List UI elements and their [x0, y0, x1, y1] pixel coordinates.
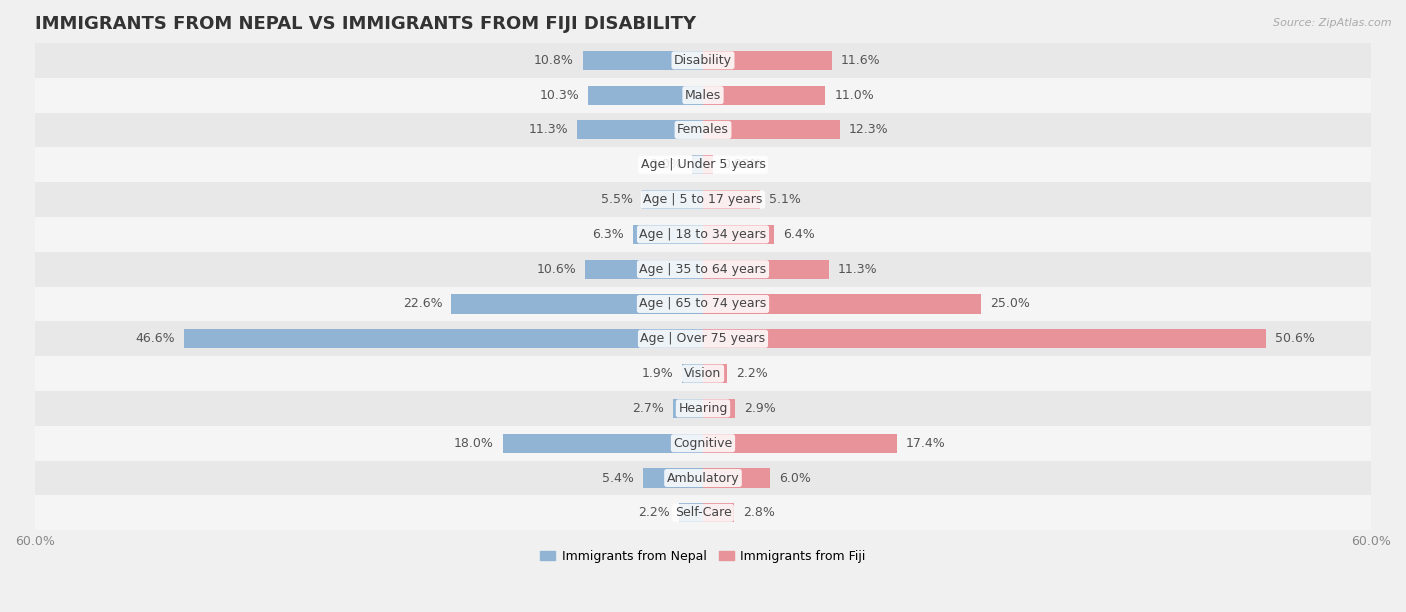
Bar — [582, 51, 703, 70]
Bar — [578, 121, 703, 140]
Bar — [673, 399, 703, 418]
Text: 11.0%: 11.0% — [834, 89, 875, 102]
Bar — [703, 294, 981, 313]
Text: 2.8%: 2.8% — [744, 506, 775, 520]
Bar — [703, 364, 727, 383]
Text: 6.0%: 6.0% — [779, 471, 811, 485]
Bar — [641, 190, 703, 209]
Text: Disability: Disability — [673, 54, 733, 67]
Bar — [35, 286, 1371, 321]
Text: 11.3%: 11.3% — [838, 263, 877, 275]
Text: Age | 5 to 17 years: Age | 5 to 17 years — [644, 193, 762, 206]
Text: 11.3%: 11.3% — [529, 124, 568, 136]
Text: 1.0%: 1.0% — [651, 159, 683, 171]
Text: 12.3%: 12.3% — [849, 124, 889, 136]
Text: Females: Females — [678, 124, 728, 136]
Text: Age | Over 75 years: Age | Over 75 years — [641, 332, 765, 345]
Text: 22.6%: 22.6% — [404, 297, 443, 310]
Text: Age | Under 5 years: Age | Under 5 years — [641, 159, 765, 171]
Bar — [703, 503, 734, 523]
Text: Males: Males — [685, 89, 721, 102]
Text: Hearing: Hearing — [678, 402, 728, 415]
Bar — [703, 51, 832, 70]
Bar — [35, 321, 1371, 356]
Bar — [703, 190, 759, 209]
Text: Source: ZipAtlas.com: Source: ZipAtlas.com — [1274, 18, 1392, 28]
Text: IMMIGRANTS FROM NEPAL VS IMMIGRANTS FROM FIJI DISABILITY: IMMIGRANTS FROM NEPAL VS IMMIGRANTS FROM… — [35, 15, 696, 33]
Bar — [35, 356, 1371, 391]
Text: 2.9%: 2.9% — [744, 402, 776, 415]
Text: 5.5%: 5.5% — [600, 193, 633, 206]
Text: 17.4%: 17.4% — [905, 437, 945, 450]
Bar — [585, 259, 703, 278]
Bar — [703, 329, 1267, 348]
Bar — [35, 147, 1371, 182]
Text: Cognitive: Cognitive — [673, 437, 733, 450]
Text: 11.6%: 11.6% — [841, 54, 880, 67]
Text: Ambulatory: Ambulatory — [666, 471, 740, 485]
Bar — [703, 399, 735, 418]
Bar — [35, 78, 1371, 113]
Bar — [703, 86, 825, 105]
Bar — [184, 329, 703, 348]
Bar — [502, 434, 703, 453]
Text: 1.9%: 1.9% — [641, 367, 673, 380]
Bar — [703, 434, 897, 453]
Bar — [633, 225, 703, 244]
Bar — [35, 461, 1371, 496]
Text: 5.4%: 5.4% — [602, 471, 634, 485]
Bar — [703, 468, 770, 488]
Bar — [451, 294, 703, 313]
Bar — [703, 155, 713, 174]
Bar — [703, 225, 775, 244]
Bar — [35, 113, 1371, 147]
Bar — [679, 503, 703, 523]
Text: 10.8%: 10.8% — [534, 54, 574, 67]
Text: Age | 35 to 64 years: Age | 35 to 64 years — [640, 263, 766, 275]
Legend: Immigrants from Nepal, Immigrants from Fiji: Immigrants from Nepal, Immigrants from F… — [536, 545, 870, 568]
Text: 2.2%: 2.2% — [638, 506, 669, 520]
Text: Age | 65 to 74 years: Age | 65 to 74 years — [640, 297, 766, 310]
Text: 2.2%: 2.2% — [737, 367, 768, 380]
Text: 10.6%: 10.6% — [536, 263, 576, 275]
Text: 6.4%: 6.4% — [783, 228, 815, 241]
Bar — [703, 121, 839, 140]
Text: 2.7%: 2.7% — [633, 402, 664, 415]
Bar — [35, 182, 1371, 217]
Bar — [692, 155, 703, 174]
Bar — [35, 496, 1371, 530]
Bar — [35, 43, 1371, 78]
Text: 46.6%: 46.6% — [135, 332, 176, 345]
Text: Age | 18 to 34 years: Age | 18 to 34 years — [640, 228, 766, 241]
Text: 0.92%: 0.92% — [723, 159, 762, 171]
Bar — [703, 259, 828, 278]
Bar — [35, 217, 1371, 252]
Bar — [643, 468, 703, 488]
Bar — [682, 364, 703, 383]
Text: 6.3%: 6.3% — [592, 228, 624, 241]
Text: 10.3%: 10.3% — [540, 89, 579, 102]
Text: 50.6%: 50.6% — [1275, 332, 1315, 345]
Text: Self-Care: Self-Care — [675, 506, 731, 520]
Text: 18.0%: 18.0% — [454, 437, 494, 450]
Bar — [588, 86, 703, 105]
Text: Vision: Vision — [685, 367, 721, 380]
Bar — [35, 391, 1371, 426]
Bar — [35, 426, 1371, 461]
Bar — [35, 252, 1371, 286]
Text: 5.1%: 5.1% — [769, 193, 800, 206]
Text: 25.0%: 25.0% — [990, 297, 1031, 310]
